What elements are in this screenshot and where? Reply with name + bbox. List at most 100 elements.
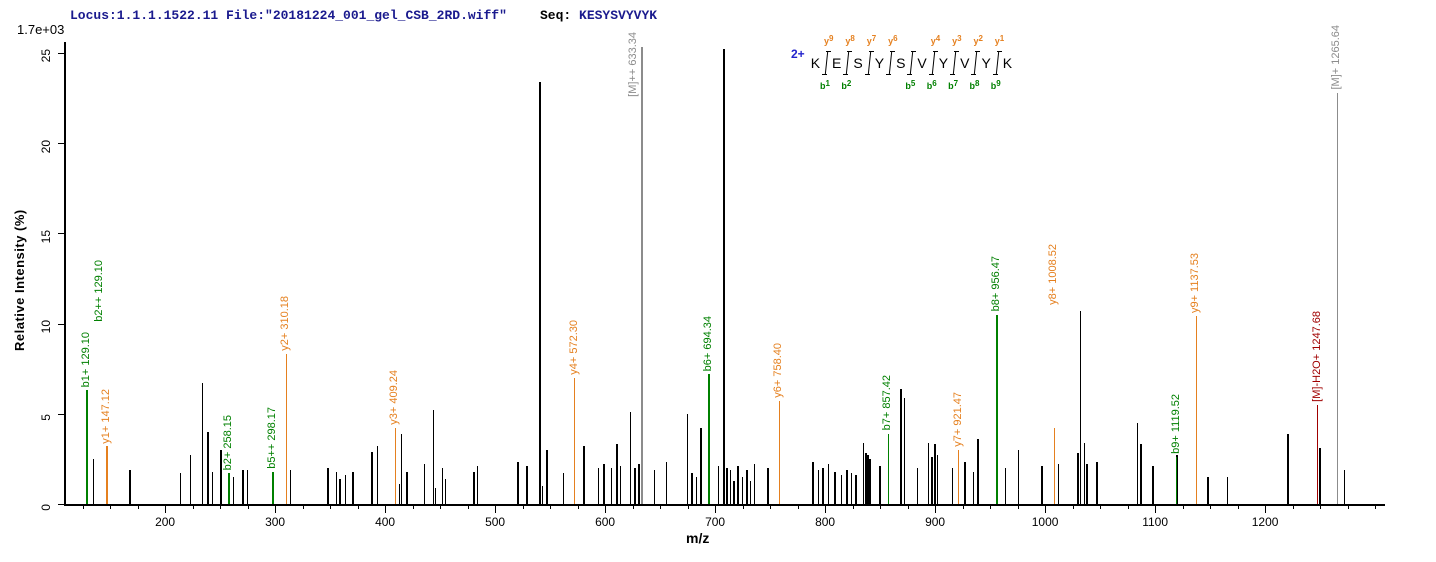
spectrum-peak bbox=[434, 487, 437, 504]
spectrum-peak bbox=[610, 467, 613, 504]
ion-letter: y bbox=[930, 36, 936, 46]
spectrum-peak bbox=[1079, 310, 1082, 504]
x-axis-minor-tick bbox=[962, 505, 964, 509]
fragmentation-bracket bbox=[826, 51, 832, 52]
fragmentation-bracket bbox=[867, 52, 871, 74]
x-axis-minor-tick bbox=[110, 505, 112, 509]
spectrum-peak bbox=[232, 476, 235, 504]
x-axis-minor-tick bbox=[440, 505, 442, 509]
y-axis-tick-label: 0 bbox=[39, 503, 53, 511]
ion-letter: y bbox=[973, 36, 979, 46]
y-ion-label: y8 bbox=[845, 34, 855, 46]
x-axis-minor-tick bbox=[302, 505, 304, 509]
residue-letter: S bbox=[896, 55, 906, 71]
spectrum-peak bbox=[723, 49, 725, 504]
ion-letter: b bbox=[969, 81, 975, 91]
spectrum-peak-annotated bbox=[1316, 404, 1319, 504]
fragmentation-bracket bbox=[974, 52, 978, 74]
x-axis-minor-tick bbox=[82, 505, 84, 509]
residue-letter: K bbox=[1002, 55, 1013, 71]
ion-number: 7 bbox=[871, 34, 877, 43]
spectrum-peak-annotated bbox=[86, 390, 88, 504]
spectrum-peak bbox=[1004, 467, 1007, 504]
ion-label: y9+ 1137.53 bbox=[1189, 253, 1202, 314]
spectrum-peak bbox=[729, 469, 732, 504]
y-ion-label: y6 bbox=[888, 34, 897, 46]
x-axis-tick-label: 1200 bbox=[1251, 515, 1279, 529]
spectrum-peak bbox=[476, 466, 479, 504]
ion-label: y4+ 572.30 bbox=[567, 319, 580, 375]
spectrum-peak bbox=[1152, 466, 1154, 504]
spectrum-peak bbox=[603, 464, 605, 504]
x-axis-minor-tick bbox=[770, 505, 772, 509]
b-ion-label: b5 bbox=[905, 79, 915, 91]
x-axis-tick-label: 1100 bbox=[1142, 515, 1168, 529]
precursor-charge-state: 2+ bbox=[791, 47, 805, 61]
fragmentation-site: b5 bbox=[905, 49, 917, 91]
spectrum-peak bbox=[737, 466, 739, 504]
b-ion-label: b6 bbox=[927, 79, 937, 91]
fragmentation-bracket bbox=[952, 52, 957, 74]
spectrum-peak bbox=[741, 476, 744, 504]
spectrum-peak bbox=[1226, 476, 1229, 504]
y-axis-tick bbox=[58, 143, 64, 145]
spectrum-peak-annotated bbox=[106, 446, 108, 504]
spectrum-peak bbox=[827, 464, 830, 504]
ion-letter: y bbox=[952, 36, 958, 46]
ion-label: b9+ 1119.52 bbox=[1169, 394, 1182, 455]
y-ion-label: y9 bbox=[824, 34, 833, 46]
residue-letter: Y bbox=[938, 55, 949, 71]
spectrum-peak bbox=[977, 439, 979, 504]
x-axis-tick-label: 900 bbox=[925, 515, 946, 529]
b-ion-label: b7 bbox=[948, 79, 958, 91]
ion-label: y1+ 147.12 bbox=[99, 388, 112, 444]
spectrum-peak bbox=[398, 484, 401, 504]
spectrum-peak bbox=[179, 473, 182, 504]
x-axis-minor-tick bbox=[577, 505, 579, 509]
spectrum-peak-annotated bbox=[272, 471, 274, 504]
x-axis-minor-tick bbox=[852, 505, 854, 509]
ion-number: 1 bbox=[825, 79, 830, 88]
fragmentation-bracket bbox=[907, 74, 913, 75]
spectrum-peak bbox=[726, 467, 728, 504]
y-axis-tick bbox=[58, 323, 64, 325]
spectrum-peak bbox=[972, 471, 975, 504]
x-axis-tick-label: 600 bbox=[595, 515, 616, 529]
ion-number: 8 bbox=[850, 34, 855, 43]
x-axis-tick bbox=[495, 505, 497, 513]
spectrum-peak bbox=[865, 453, 867, 504]
spectrum-peak bbox=[1083, 442, 1086, 504]
fragmentation-bracket bbox=[846, 52, 850, 74]
spectrum-peak bbox=[936, 455, 939, 504]
ion-letter: y bbox=[866, 36, 872, 46]
spectrum-peak-annotated bbox=[1053, 428, 1056, 504]
spectrum-peak bbox=[869, 458, 871, 504]
fragmentation-site: y4 b6 bbox=[927, 34, 940, 91]
seq-label: Seq: bbox=[540, 8, 572, 23]
residue-letter: V bbox=[960, 55, 970, 71]
spectrum-peak bbox=[92, 458, 95, 504]
x-axis-minor-tick bbox=[192, 505, 194, 509]
spectrum-peak bbox=[473, 471, 475, 504]
ion-letter: y bbox=[994, 36, 1000, 46]
spectrum-peak bbox=[686, 413, 689, 504]
fragmentation-site: y3 b7 bbox=[948, 34, 961, 91]
x-axis-minor-tick bbox=[742, 505, 744, 509]
x-axis-minor-tick bbox=[1210, 505, 1212, 509]
spectrum-peak bbox=[423, 464, 426, 504]
spectrum-peak bbox=[1017, 449, 1020, 504]
spectrum-peak bbox=[964, 462, 966, 504]
fragmentation-bracket bbox=[824, 52, 829, 74]
fragmentation-bracket bbox=[928, 74, 934, 75]
fragmentation-site: y9 b1 bbox=[820, 34, 833, 91]
ion-letter: b bbox=[990, 81, 997, 91]
b-ion-label: b8 bbox=[969, 79, 979, 91]
spectrum-peak bbox=[242, 469, 244, 504]
fragmentation-bracket bbox=[932, 51, 938, 52]
x-axis-minor-tick bbox=[412, 505, 414, 509]
x-axis-tick bbox=[825, 505, 827, 513]
fragmentation-bracket bbox=[996, 51, 1002, 52]
ion-label: [M]+ 1265.64 bbox=[1330, 25, 1343, 90]
spectrum-peak bbox=[1319, 448, 1321, 504]
spectrum-peak bbox=[444, 478, 447, 504]
